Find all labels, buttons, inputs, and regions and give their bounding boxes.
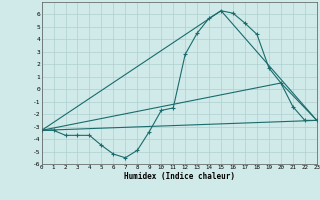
X-axis label: Humidex (Indice chaleur): Humidex (Indice chaleur): [124, 172, 235, 181]
